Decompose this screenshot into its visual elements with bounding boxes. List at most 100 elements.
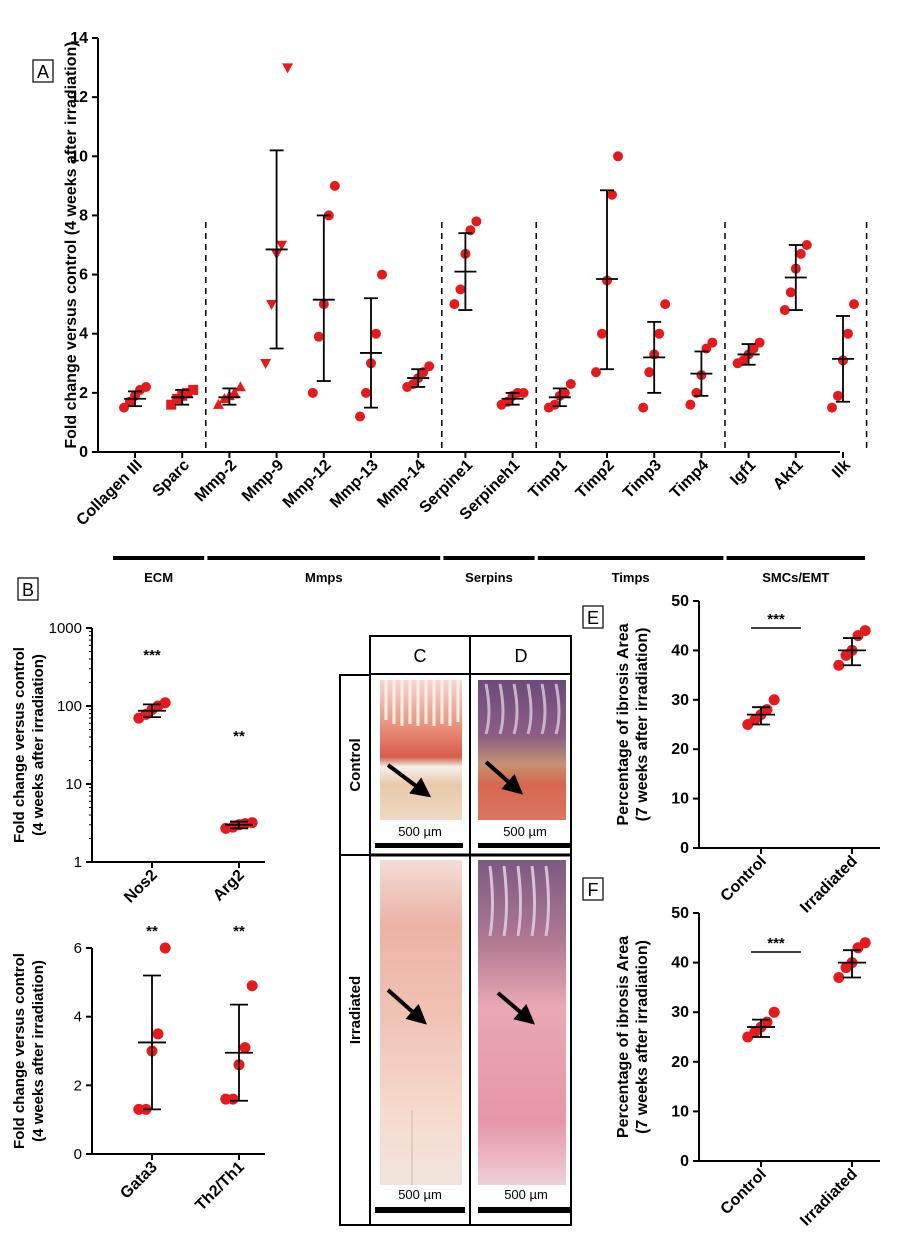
b1-y-axis-subtitle: (4 weeks after irradiation) bbox=[30, 654, 47, 836]
b2-y-axis-title: Fold change versus control bbox=[11, 953, 28, 1149]
arrow-icon bbox=[386, 988, 427, 1025]
scale-bar-irradiated-d bbox=[478, 1207, 570, 1213]
f-ytick-label: 0 bbox=[680, 1153, 689, 1170]
arrow-icon bbox=[496, 991, 536, 1025]
a-xtick-label: Timp1 bbox=[525, 457, 570, 502]
chart-f: 0 10 20 30 40 50 Percentage of ibrosis Area (7 … bbox=[615, 905, 880, 1229]
b2-ytick-label: 4 bbox=[74, 1009, 82, 1026]
b2-xtick-label: Gata3 bbox=[117, 1159, 161, 1203]
f-data-point bbox=[761, 1016, 773, 1028]
f-ytick-label: 50 bbox=[671, 905, 689, 922]
a-group-bar bbox=[113, 556, 205, 560]
a-data-point bbox=[260, 359, 272, 370]
a-data-point bbox=[591, 367, 601, 378]
f-xtick-label: Control bbox=[718, 1166, 770, 1218]
e-ytick-label: 40 bbox=[671, 642, 689, 659]
a-group-label: Timps bbox=[612, 570, 650, 585]
b2-ytick-label: 2 bbox=[74, 1077, 82, 1094]
f-ytick-label: 30 bbox=[671, 1004, 689, 1021]
b2-data-point bbox=[246, 980, 258, 992]
row-irradiated-label: Irradiated bbox=[347, 976, 364, 1044]
a-group-label: Serpins bbox=[465, 570, 513, 585]
a-data-point bbox=[141, 381, 151, 392]
panel-f-box bbox=[582, 877, 604, 901]
a-ytick-label: 6 bbox=[79, 267, 88, 284]
panel-a-box bbox=[32, 59, 54, 83]
b1-significance: *** bbox=[143, 647, 161, 664]
e-data-point bbox=[833, 659, 845, 671]
e-y-axis-subtitle: (7 weeks after irradiation) bbox=[634, 628, 651, 822]
a-group-bar bbox=[207, 556, 441, 560]
a-data-point bbox=[377, 269, 387, 280]
a-ytick-label: 10 bbox=[70, 148, 88, 165]
panel-a-label: A bbox=[37, 62, 49, 82]
f-data-point bbox=[833, 971, 845, 983]
a-data-point bbox=[455, 284, 466, 295]
f-ytick-label: 20 bbox=[671, 1054, 689, 1071]
a-data-point bbox=[565, 378, 576, 389]
histology-irradiated-d: 500 µm bbox=[478, 860, 570, 1213]
a-xtick-label: Timp2 bbox=[573, 457, 618, 502]
a-xtick-label: Ilk bbox=[829, 457, 854, 482]
a-ytick-label: 4 bbox=[79, 326, 88, 343]
b2-y-axis-subtitle: (4 weeks after irradiation) bbox=[30, 960, 47, 1142]
scale-bar-control-c bbox=[375, 843, 463, 848]
a-data-point bbox=[754, 337, 765, 348]
a-data-point bbox=[801, 240, 812, 250]
a-ytick-label: 12 bbox=[70, 89, 88, 106]
a-data-point bbox=[549, 399, 560, 410]
a-ytick-label: 2 bbox=[79, 385, 88, 402]
a-data-point bbox=[795, 248, 806, 259]
a-data-point bbox=[638, 402, 649, 413]
b1-ytick-label: 10 bbox=[65, 776, 82, 793]
a-data-point bbox=[307, 387, 318, 398]
panel-c-label: C bbox=[414, 646, 427, 666]
a-data-point bbox=[282, 63, 294, 74]
histology-irradiated-d-crypts bbox=[488, 865, 550, 937]
f-y-axis-subtitle: (7 weeks after irradiation) bbox=[634, 940, 651, 1134]
a-data-point bbox=[449, 299, 460, 310]
a-data-point bbox=[471, 216, 482, 227]
a-data-point bbox=[660, 299, 671, 310]
b2-significance: ** bbox=[146, 923, 158, 940]
a-data-point bbox=[644, 367, 655, 378]
a-data-point bbox=[779, 305, 790, 316]
a-data-point bbox=[361, 387, 371, 398]
arrow-icon bbox=[484, 760, 523, 795]
a-data-point bbox=[212, 398, 224, 409]
b2-xtick-label: Th2/Th1 bbox=[192, 1159, 247, 1214]
panel-b-box bbox=[17, 577, 39, 601]
a-data-point bbox=[518, 387, 529, 398]
a-xtick-label: Timp3 bbox=[620, 457, 665, 502]
histology-irradiated-c: 500 µm bbox=[375, 860, 465, 1213]
scale-bar-control-d bbox=[478, 843, 570, 848]
b1-ytick-label: 1 bbox=[74, 854, 82, 871]
panel-histology: C D Control Irradiated 500 µm 500 µm bbox=[339, 635, 572, 1226]
e-ytick-label: 50 bbox=[671, 593, 689, 610]
a-data-point bbox=[276, 240, 288, 251]
e-data-point bbox=[859, 625, 871, 637]
b2-ytick-label: 0 bbox=[74, 1146, 82, 1163]
panel-b-label: B bbox=[22, 580, 34, 600]
scale-label-control-c: 500 µm bbox=[398, 824, 442, 839]
panel-e-box bbox=[582, 605, 604, 629]
a-data-point bbox=[685, 399, 696, 410]
a-group-bar bbox=[537, 556, 724, 560]
a-group-label: Mmps bbox=[305, 570, 343, 585]
a-data-point bbox=[833, 390, 843, 401]
f-ytick-label: 40 bbox=[671, 955, 689, 972]
a-group-bar bbox=[726, 556, 865, 560]
b2-data-point bbox=[239, 1042, 251, 1054]
b2-data-point bbox=[227, 1093, 239, 1105]
e-ytick-label: 10 bbox=[671, 791, 689, 808]
a-data-point bbox=[234, 381, 246, 392]
e-y-axis-title: Percentage of ibrosis Area bbox=[615, 623, 632, 825]
b1-data-point bbox=[246, 817, 258, 829]
a-data-point bbox=[355, 411, 365, 422]
b1-xtick-label: Arg2 bbox=[210, 867, 248, 905]
a-xtick-label: Akt1 bbox=[770, 457, 807, 494]
column-d-frame bbox=[469, 635, 572, 1226]
